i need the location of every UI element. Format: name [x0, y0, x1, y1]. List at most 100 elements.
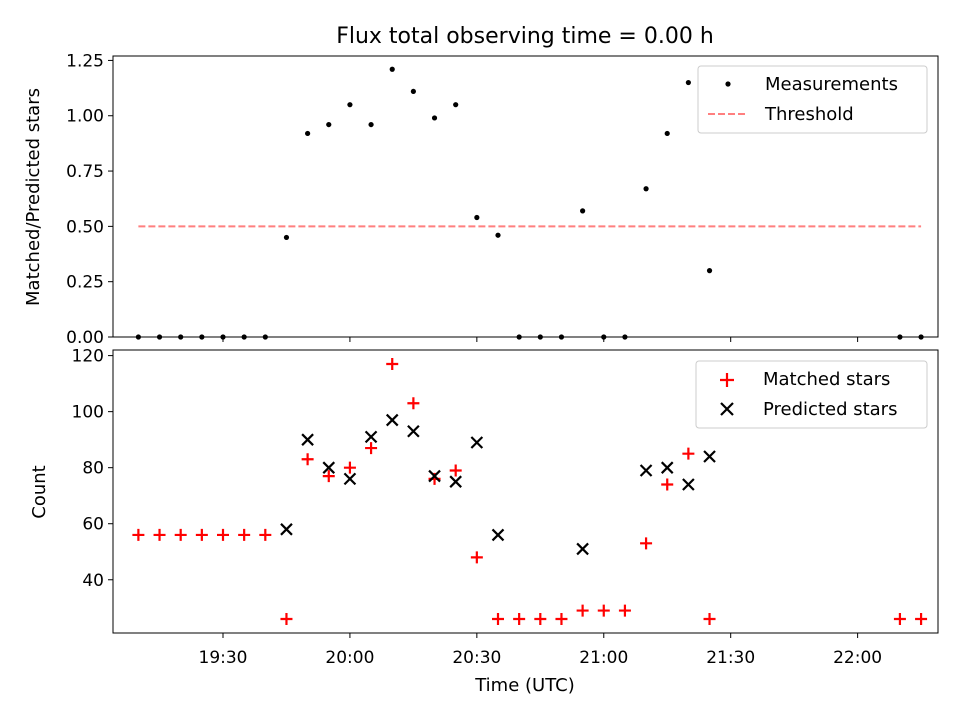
count-y-tick-label: 40	[82, 571, 104, 591]
count-legend-box	[695, 360, 928, 429]
measurement-point	[495, 232, 501, 238]
measurement-point	[474, 214, 480, 221]
measurement-point	[262, 334, 268, 340]
matched-stars-point	[893, 612, 906, 625]
matched-stars-point	[597, 604, 610, 617]
predicted-stars-point	[682, 478, 695, 491]
matched-stars-point	[153, 528, 166, 541]
measurements-legend-marker	[725, 81, 731, 87]
measurement-point	[368, 121, 374, 128]
ratio-y-tick-label: 1.25	[66, 51, 104, 71]
matched-stars-point	[915, 612, 928, 625]
count-plot: 40 60 80 100 120 19:30 20:00 20:30 21:00 21:30 22…	[72, 347, 939, 668]
measurements-series	[135, 66, 924, 340]
count-y-tick-label: 120	[72, 347, 104, 367]
ratio-plot-frame	[112, 55, 939, 338]
matched-stars-point	[618, 604, 631, 617]
count-x-tick-label: 22:00	[833, 648, 882, 668]
matched-stars-point	[703, 612, 716, 625]
predicted-stars-point	[660, 461, 674, 474]
predicted-stars-point	[491, 528, 505, 542]
count-plot-frame	[112, 349, 939, 634]
ratio-y-tick-label: 1.00	[66, 107, 104, 127]
predicted-stars-point	[449, 475, 462, 488]
count-x-tick-label: 19:30	[199, 648, 248, 668]
count-y-axis-label: Count	[29, 465, 50, 518]
predicted-stars-legend-marker	[720, 402, 734, 416]
threshold-legend-label: Threshold	[764, 104, 854, 125]
measurement-point	[897, 334, 903, 340]
ratio-y-axis-label: Matched/Predicted stars	[23, 88, 44, 306]
count-y-tick-label: 80	[82, 459, 104, 479]
measurement-point	[135, 334, 141, 340]
predicted-stars-point	[343, 472, 357, 486]
measurement-point	[220, 334, 226, 340]
measurement-point	[537, 334, 543, 340]
measurement-point	[453, 102, 459, 108]
measurement-point	[241, 334, 247, 340]
count-x-tick-label: 21:30	[706, 648, 755, 668]
measurement-point	[283, 234, 290, 241]
count-x-ticks: 19:30 20:00 20:30 21:00 21:30 22:00	[199, 633, 882, 668]
predicted-stars-point	[301, 433, 314, 446]
measurement-point	[622, 334, 628, 340]
ratio-legend-box	[697, 65, 928, 134]
ratio-y-tick-label: 0.25	[66, 273, 104, 293]
measurement-point	[706, 268, 713, 274]
measurement-point	[389, 66, 395, 72]
x-axis-label: Time (UTC)	[474, 675, 575, 696]
matched-stars-point	[217, 528, 229, 541]
ratio-legend: Measurements Threshold	[697, 65, 928, 134]
matched-stars-point	[386, 358, 399, 371]
matched-stars-point	[195, 528, 208, 541]
matched-stars-point	[449, 464, 462, 477]
chart-title: Flux total observing time = 0.00 h	[336, 24, 714, 49]
predicted-stars-point	[364, 430, 378, 444]
matched-stars-point	[238, 528, 251, 541]
predicted-stars-point	[576, 542, 589, 556]
count-y-tick-label: 100	[72, 403, 104, 423]
matched-stars-point	[174, 528, 187, 541]
measurement-point	[580, 208, 586, 214]
measurement-point	[410, 88, 416, 95]
count-y-ticks: 40 60 80 100 120	[72, 347, 113, 591]
matched-stars-point	[555, 612, 568, 625]
ratio-y-tick-label: 0.50	[66, 217, 104, 237]
measurement-point	[347, 102, 353, 108]
matched-stars-point	[534, 612, 547, 625]
measurement-point	[918, 334, 924, 340]
measurement-point	[685, 79, 691, 86]
measurement-point	[601, 334, 607, 340]
matched-stars-point	[280, 612, 293, 625]
predicted-stars-point	[280, 523, 293, 536]
predicted-stars-point	[470, 436, 484, 449]
matched-stars-point	[407, 397, 420, 410]
count-y-tick-label: 60	[82, 515, 104, 535]
measurement-point	[516, 334, 522, 340]
matched-stars-point	[259, 528, 272, 541]
matched-stars-point	[640, 537, 653, 550]
measurement-point	[156, 334, 163, 340]
ratio-y-tick-label: 0.75	[66, 162, 104, 182]
measurement-point	[558, 334, 565, 340]
predicted-stars-point	[639, 464, 653, 477]
matched-stars-point	[661, 478, 674, 491]
measurement-point	[178, 334, 184, 340]
measurements-legend-label: Measurements	[765, 74, 898, 95]
measurement-point	[664, 130, 670, 137]
matched-stars-point	[470, 551, 483, 564]
ratio-y-ticks: 0.00 0.25 0.50 0.75 1.00 1.25	[66, 51, 113, 348]
matched-stars-point	[322, 470, 335, 483]
predicted-stars-point	[428, 469, 441, 483]
matched-stars-point	[682, 447, 695, 460]
count-x-tick-label: 20:30	[452, 648, 501, 668]
measurement-point	[305, 130, 311, 137]
count-legend: Matched stars Predicted stars	[695, 360, 928, 429]
matched-stars-point	[343, 461, 356, 474]
measurement-point	[431, 115, 438, 121]
count-x-tick-label: 21:00	[579, 648, 628, 668]
measurement-point	[643, 186, 649, 192]
matched-stars-legend-marker	[720, 373, 734, 387]
matched-stars-point	[492, 612, 504, 625]
measurement-point	[326, 121, 332, 128]
